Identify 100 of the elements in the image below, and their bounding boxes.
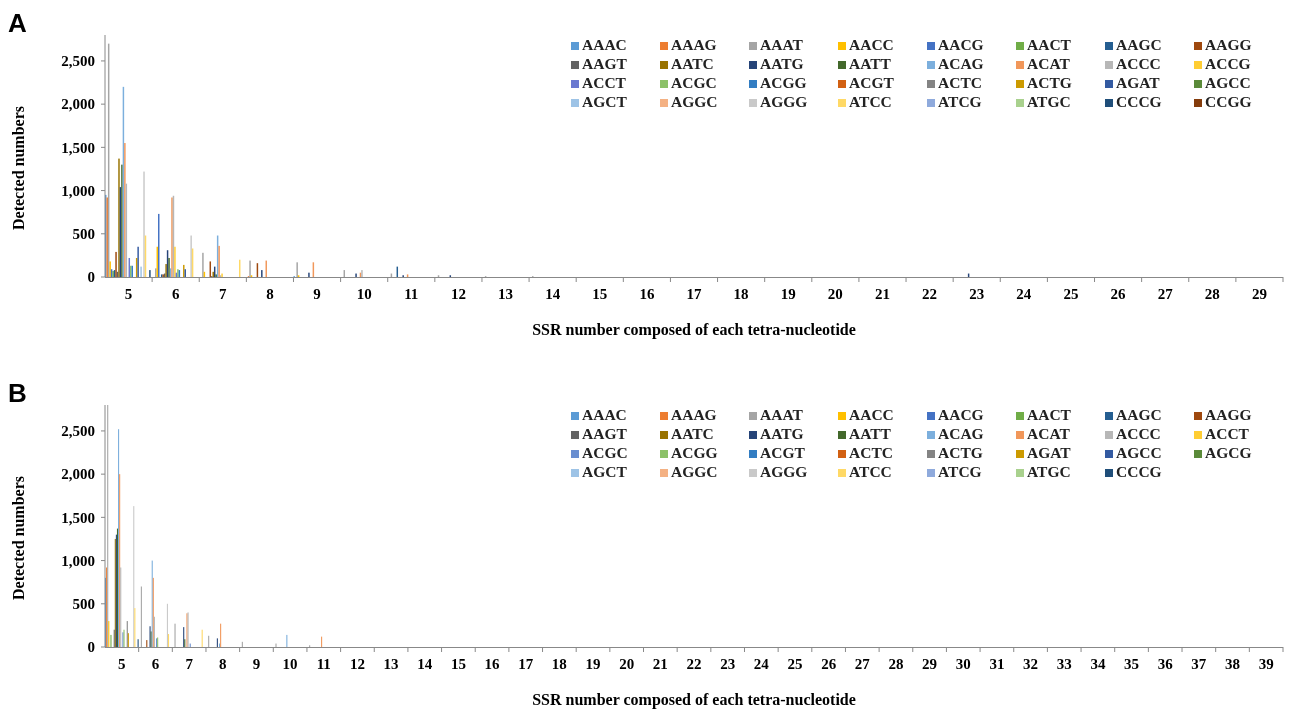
x-tick-label: 15 <box>450 656 466 672</box>
x-tick-label: 9 <box>313 286 321 302</box>
legend-label: AGCT <box>582 93 628 110</box>
legend-label: ATGC <box>1027 463 1071 480</box>
x-tick-label: 16 <box>484 656 501 672</box>
y-tick-label: 1,500 <box>61 509 95 526</box>
y-tick-label: 500 <box>72 226 95 243</box>
legend-label: AAGC <box>1116 36 1162 53</box>
x-tick-label: 7 <box>185 656 194 672</box>
x-tick-label: 36 <box>1157 656 1174 672</box>
legend-label: ACGG <box>760 74 807 91</box>
x-tick-label: 10 <box>356 286 372 302</box>
legend-label: ACGC <box>671 74 717 91</box>
legend-label: AGCG <box>1205 444 1252 461</box>
x-tick-label: 6 <box>171 286 180 302</box>
legend-label: AGCC <box>1205 74 1251 91</box>
x-tick-label: 19 <box>780 286 796 302</box>
legend-label: AGAT <box>1116 74 1161 91</box>
legend-label: ATCC <box>849 93 892 110</box>
legend-label: AAGG <box>1205 406 1252 423</box>
x-tick-label: 18 <box>551 656 567 672</box>
x-tick-label: 5 <box>124 286 133 302</box>
chart-title: B <box>8 378 27 408</box>
x-tick-label: 37 <box>1191 656 1207 672</box>
legend-label: ACAT <box>1027 425 1071 442</box>
legend-label: ACAG <box>938 55 984 72</box>
x-tick-label: 25 <box>1063 286 1079 302</box>
x-tick-label: 28 <box>888 656 904 672</box>
legend-label: AGAT <box>1027 444 1072 461</box>
legend-label: AATT <box>849 55 892 72</box>
y-tick-label: 2,500 <box>61 53 95 70</box>
x-tick-label: 27 <box>1157 286 1174 302</box>
x-tick-label: 29 <box>922 656 938 672</box>
x-tick-label: 27 <box>854 656 871 672</box>
x-tick-label: 28 <box>1204 286 1220 302</box>
x-tick-label: 22 <box>922 286 938 302</box>
legend-label: ACCT <box>1205 425 1250 442</box>
legend-label: AAGT <box>582 55 628 72</box>
legend-label: AACC <box>849 406 894 423</box>
legend-label: AAAC <box>582 36 627 53</box>
x-tick-label: 14 <box>545 286 561 302</box>
x-tick-label: 30 <box>955 656 971 672</box>
legend-label: ATCG <box>938 463 982 480</box>
legend-label: AATG <box>760 425 804 442</box>
x-tick-label: 23 <box>969 286 985 302</box>
chart-title: A <box>8 8 27 38</box>
x-tick-label: 10 <box>282 656 298 672</box>
legend-label: AACT <box>1027 36 1072 53</box>
x-tick-label: 19 <box>585 656 601 672</box>
x-tick-label: 7 <box>219 286 228 302</box>
legend-label: AAAC <box>582 406 627 423</box>
x-tick-label: 25 <box>787 656 803 672</box>
x-tick-label: 34 <box>1090 656 1106 672</box>
x-tick-label: 20 <box>619 656 635 672</box>
y-tick-label: 1,000 <box>61 182 95 199</box>
legend-label: ATCC <box>849 463 892 480</box>
x-tick-label: 8 <box>219 656 227 672</box>
legend-label: AGCC <box>1116 444 1162 461</box>
legend-label: AAAT <box>760 406 804 423</box>
x-tick-label: 39 <box>1258 656 1274 672</box>
x-tick-label: 38 <box>1225 656 1241 672</box>
x-tick-label: 33 <box>1056 656 1072 672</box>
x-tick-label: 13 <box>383 656 399 672</box>
y-tick-label: 2,000 <box>61 466 95 483</box>
legend-label: AGGC <box>671 93 718 110</box>
legend-label: CCCG <box>1116 463 1162 480</box>
legend-label: AACC <box>849 36 894 53</box>
y-tick-label: 0 <box>87 639 95 656</box>
y-tick-label: 2,500 <box>61 423 95 440</box>
x-tick-label: 35 <box>1124 656 1140 672</box>
legend-label: AGGG <box>760 93 808 110</box>
x-tick-label: 5 <box>118 656 126 672</box>
legend-label: ACGC <box>582 444 628 461</box>
legend-label: ACCC <box>1116 55 1161 72</box>
y-tick-label: 1,000 <box>61 552 95 569</box>
legend-label: ACGG <box>671 444 718 461</box>
legend-label: CCGG <box>1205 93 1252 110</box>
legend-label: AGGC <box>671 463 718 480</box>
x-tick-label: 32 <box>1023 656 1039 672</box>
y-tick-label: 0 <box>87 269 95 286</box>
x-tick-label: 6 <box>151 656 160 672</box>
x-tick-label: 15 <box>592 286 608 302</box>
legend-label: AATT <box>849 425 892 442</box>
x-tick-label: 21 <box>652 656 668 672</box>
legend-label: AATC <box>671 425 714 442</box>
x-tick-label: 13 <box>498 286 514 302</box>
x-tick-label: 17 <box>686 286 702 302</box>
y-axis-title: Detected numbers <box>10 476 27 600</box>
legend-label: ACTC <box>938 74 982 91</box>
y-tick-label: 1,500 <box>61 139 95 156</box>
x-tick-label: 11 <box>404 286 419 302</box>
x-tick-label: 11 <box>316 656 331 672</box>
x-tick-label: 23 <box>720 656 736 672</box>
legend-label: ACCG <box>1205 55 1251 72</box>
x-tick-label: 16 <box>639 286 655 302</box>
legend-label: AAAG <box>671 36 717 53</box>
x-tick-label: 12 <box>349 656 365 672</box>
y-axis-title: Detected numbers <box>10 106 27 230</box>
x-tick-label: 8 <box>266 286 274 302</box>
legend-label: AAGT <box>582 425 628 442</box>
